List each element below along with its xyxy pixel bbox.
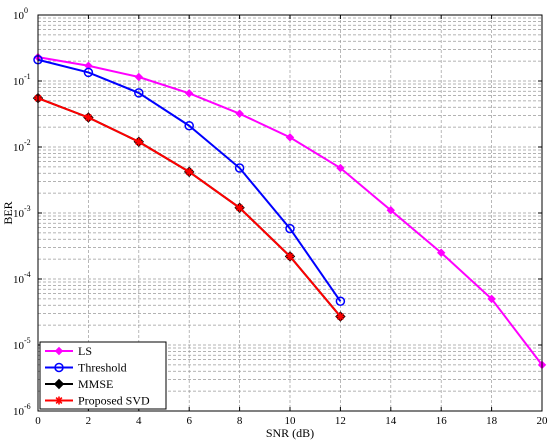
x-tick-label: 14 — [385, 415, 397, 427]
y-tick-exponent: -3 — [24, 204, 31, 213]
y-tick-exponent: -5 — [24, 336, 31, 345]
data-point-ls — [386, 206, 396, 215]
x-tick-label: 4 — [136, 415, 142, 427]
y-tick-label: 10 — [13, 406, 25, 418]
data-point-proposed-svd — [235, 203, 244, 212]
data-point-threshold — [234, 163, 245, 173]
y-tick-label: 10 — [13, 208, 25, 220]
x-axis-label: SNR (dB) — [266, 426, 314, 440]
x-tick-label: 12 — [335, 415, 346, 427]
data-point-proposed-svd — [84, 113, 93, 122]
y-axis-label: BER — [1, 201, 15, 224]
star-stroke — [84, 114, 92, 121]
y-tick-label: 10 — [13, 76, 25, 88]
legend-label-threshold: Threshold — [78, 361, 127, 375]
x-tick-label: 2 — [86, 415, 92, 427]
x-tick-label: 20 — [537, 415, 549, 427]
y-tick-exponent: -1 — [24, 72, 31, 81]
data-point-threshold — [134, 88, 144, 98]
x-tick-label: 6 — [186, 415, 192, 427]
star-stroke — [55, 397, 63, 404]
data-point-ls — [336, 163, 345, 173]
y-tick-label: 10 — [13, 10, 25, 22]
y-tick-label: 10 — [13, 142, 25, 154]
legend-marker-ls — [54, 346, 64, 356]
star-stroke — [185, 168, 193, 176]
y-tick-exponent: -2 — [24, 138, 31, 147]
data-point-threshold — [335, 296, 346, 307]
x-tick-label: 0 — [35, 415, 41, 427]
data-point-ls — [487, 294, 496, 304]
y-tick-label: 10 — [13, 340, 25, 352]
data-point-ls — [134, 72, 144, 82]
star-stroke — [236, 204, 244, 212]
x-tick-label: 18 — [486, 415, 498, 427]
data-point-ls — [436, 248, 446, 257]
y-tick-label: 10 — [13, 274, 25, 286]
data-point-proposed-svd — [185, 167, 194, 176]
legend-marker-threshold — [54, 362, 64, 373]
data-point-ls — [235, 109, 244, 118]
data-point-ls — [184, 89, 194, 98]
y-tick-exponent: -4 — [24, 270, 31, 279]
legend-label-proposed-svd: Proposed SVD — [78, 394, 150, 408]
data-point-ls — [285, 133, 295, 142]
series-line-threshold — [37, 58, 342, 302]
legend-label-mmse: MMSE — [78, 377, 113, 391]
star-stroke — [336, 313, 344, 320]
series-layer — [32, 52, 547, 370]
x-tick-label: 8 — [237, 415, 243, 427]
data-point-proposed-svd — [134, 137, 143, 146]
data-point-threshold — [184, 120, 194, 131]
star-stroke — [286, 252, 294, 260]
data-point-threshold — [285, 223, 295, 234]
data-point-ls — [84, 61, 93, 70]
legend-marker-mmse — [53, 378, 65, 390]
x-tick-label: 10 — [285, 415, 297, 427]
data-point-proposed-svd — [336, 312, 345, 321]
legend-marker-proposed-svd — [55, 396, 63, 405]
legend-label-ls: LS — [78, 344, 92, 358]
data-point-proposed-svd — [286, 252, 294, 261]
x-tick-label: 16 — [436, 415, 448, 427]
data-point-threshold — [83, 67, 94, 78]
star-stroke — [135, 138, 143, 146]
legend: LS Threshold MMSE Proposed SVD — [39, 341, 167, 410]
y-tick-exponent: 0 — [24, 6, 28, 15]
y-tick-exponent: -6 — [24, 402, 31, 411]
